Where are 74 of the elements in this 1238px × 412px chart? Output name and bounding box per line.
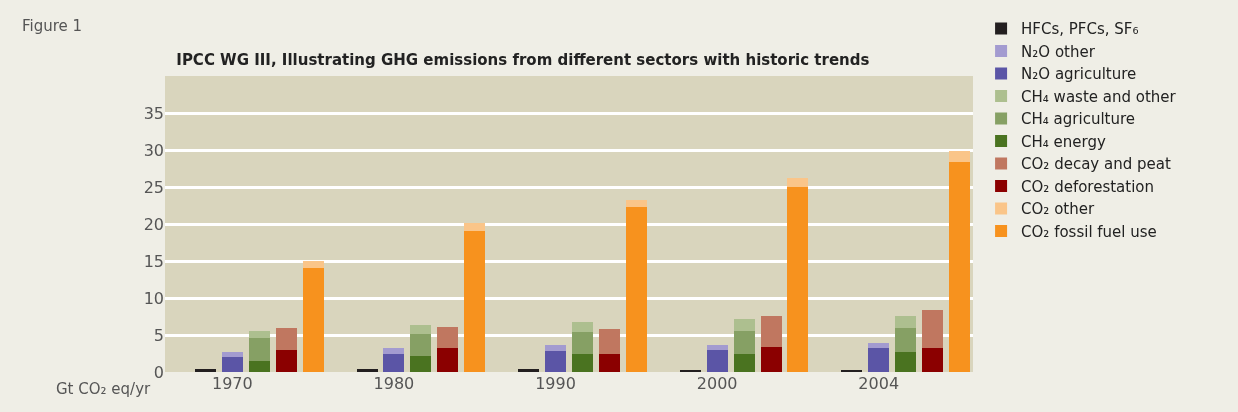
bar (895, 315, 917, 329)
bar (437, 326, 459, 349)
y-tick-label: 15 (143, 251, 164, 271)
bar (545, 351, 567, 372)
y-tick-label: 10 (143, 288, 164, 308)
bar (922, 347, 944, 372)
bar (410, 334, 432, 357)
bar (733, 353, 755, 372)
legend-label: CH₄ energy (1021, 132, 1106, 151)
bar (625, 200, 647, 207)
bar (194, 369, 216, 372)
y-tick-label: 35 (143, 103, 164, 123)
bar (545, 345, 567, 352)
bar (464, 230, 486, 372)
bar (571, 322, 593, 333)
bar (760, 315, 782, 347)
bar (518, 369, 540, 372)
legend-label: CO₂ fossil fuel use (1021, 222, 1157, 241)
x-tick-label: 1980 (373, 374, 415, 393)
chart-title: IPCC WG III, Illustrating GHG emissions from different sectors with historic trends (176, 50, 870, 69)
y-axis-title: Gt CO₂ eq/yr (56, 380, 152, 398)
bar (410, 356, 432, 372)
bar (248, 337, 270, 361)
bar (383, 347, 405, 354)
x-tick-label: 1990 (535, 374, 576, 393)
bar (787, 178, 809, 187)
legend-label: CH₄ agriculture (1021, 110, 1136, 129)
bar (598, 354, 620, 372)
bar (895, 328, 917, 353)
legend-label: CO₂ decay and peat (1021, 155, 1171, 174)
legend-label: CO₂ other (1021, 200, 1095, 219)
bar (248, 360, 270, 372)
bar (733, 318, 755, 332)
bar (383, 353, 405, 372)
bar (733, 331, 755, 354)
bar (248, 330, 270, 338)
bar (275, 327, 297, 350)
bar (706, 349, 728, 372)
x-tick-label: 1970 (211, 374, 253, 393)
bar (302, 261, 324, 268)
bar (598, 329, 620, 355)
caption: Figure 1 (22, 17, 83, 35)
bar (221, 357, 243, 372)
bar (464, 223, 486, 231)
x-tick-label: 2000 (696, 374, 738, 393)
y-tick-label: 20 (143, 214, 164, 234)
y-tick-label: 5 (153, 325, 164, 345)
bar (221, 352, 243, 358)
bar (275, 349, 297, 372)
legend-label: CO₂ deforestation (1021, 177, 1155, 196)
bar (949, 150, 971, 162)
bar (868, 343, 890, 348)
bar (868, 347, 890, 372)
y-tick-label: 25 (143, 177, 164, 197)
bar (706, 344, 728, 350)
bar (949, 161, 971, 372)
bar (302, 267, 324, 372)
bar (410, 325, 432, 335)
bar (760, 346, 782, 372)
legend-label: N₂O agriculture (1021, 65, 1137, 84)
bar (571, 332, 593, 355)
x-tick-label: 2004 (858, 374, 900, 393)
bar (437, 348, 459, 372)
bar (625, 206, 647, 372)
bar (356, 369, 378, 372)
y-tick-label: 0 (153, 362, 164, 382)
legend-label: CH₄ waste and other (1021, 87, 1177, 106)
bar (895, 352, 917, 372)
legend-label: HFCs, PFCs, SF₆ (1021, 20, 1139, 39)
bar (787, 187, 809, 372)
y-tick-label: 30 (143, 140, 164, 160)
bar (922, 309, 944, 348)
legend-label: N₂O other (1021, 42, 1096, 61)
bar (571, 354, 593, 372)
